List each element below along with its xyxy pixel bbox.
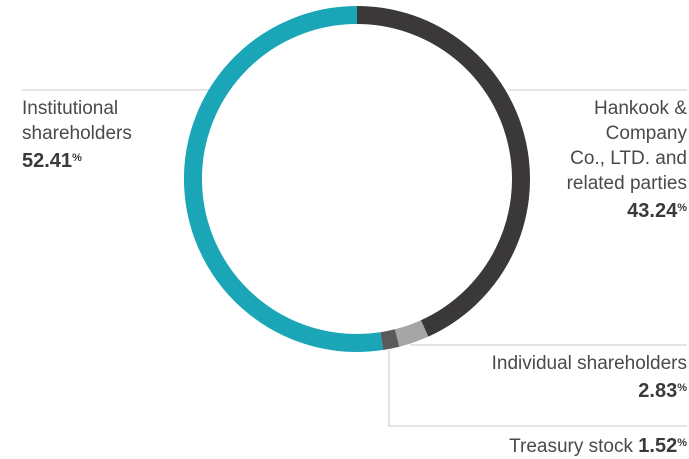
label-line: Company [605, 123, 687, 144]
label-institutional-shareholders: Institutional shareholders 52.41% [22, 96, 132, 174]
donut-segment-1 [394, 320, 429, 347]
donut-segment-3 [184, 6, 384, 352]
label-line: Co., LTD. and [570, 148, 687, 169]
value-treasury: 1.52 [638, 435, 678, 457]
label-line: Individual shareholders [491, 353, 687, 374]
value-individual: 2.83 [638, 380, 678, 402]
value-institutional: 52.41 [22, 150, 73, 172]
label-line: Institutional [22, 98, 119, 119]
label-treasury-stock: Treasury stock 1.52% [509, 431, 687, 459]
percent-sign: % [677, 382, 687, 394]
label-line: related parties [566, 173, 687, 194]
leader-treasury [388, 350, 687, 427]
donut-segment-2 [380, 329, 400, 351]
label-line: Treasury stock [509, 436, 639, 457]
donut-segments [184, 6, 530, 352]
label-line: Hankook & [594, 98, 687, 119]
donut-segment-0 [356, 6, 530, 337]
label-line: shareholders [22, 123, 132, 144]
label-individual-shareholders: Individual shareholders 2.83% [492, 351, 687, 404]
leader-lines [22, 89, 687, 427]
percent-sign: % [72, 152, 82, 164]
percent-sign: % [677, 437, 687, 449]
value-hankook: 43.24 [627, 200, 678, 222]
label-hankook-company: Hankook & Company Co., LTD. and related … [567, 96, 687, 224]
percent-sign: % [677, 202, 687, 214]
